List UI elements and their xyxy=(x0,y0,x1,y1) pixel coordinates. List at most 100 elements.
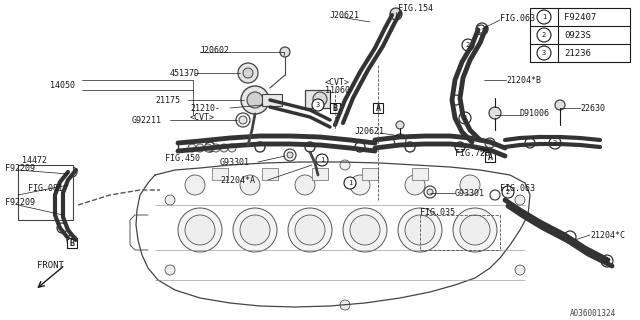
Bar xyxy=(330,103,340,113)
Text: <CVT>: <CVT> xyxy=(190,113,215,122)
Circle shape xyxy=(205,142,215,152)
Circle shape xyxy=(185,175,205,195)
Bar xyxy=(312,168,328,180)
Circle shape xyxy=(350,175,370,195)
Text: 1: 1 xyxy=(320,157,324,163)
Circle shape xyxy=(537,28,551,42)
Text: 11060: 11060 xyxy=(325,85,350,94)
Circle shape xyxy=(280,47,290,57)
Circle shape xyxy=(355,142,365,152)
Circle shape xyxy=(239,116,247,124)
Text: 2: 2 xyxy=(466,42,470,48)
Circle shape xyxy=(67,235,77,245)
Circle shape xyxy=(295,175,315,195)
Circle shape xyxy=(549,137,561,149)
Text: 1: 1 xyxy=(348,180,352,186)
Circle shape xyxy=(67,167,77,177)
Text: FIG.450: FIG.450 xyxy=(165,154,200,163)
Circle shape xyxy=(196,144,204,152)
Text: 2: 2 xyxy=(506,189,510,195)
Bar xyxy=(485,152,495,162)
Circle shape xyxy=(424,186,436,198)
Circle shape xyxy=(427,189,433,195)
Bar xyxy=(262,168,278,180)
Text: <CVT>: <CVT> xyxy=(325,77,350,86)
Text: FIG.035: FIG.035 xyxy=(420,207,455,217)
Bar xyxy=(373,103,383,113)
Circle shape xyxy=(343,208,387,252)
Text: A: A xyxy=(376,103,381,113)
Circle shape xyxy=(247,92,263,108)
Text: 3: 3 xyxy=(542,50,546,56)
Circle shape xyxy=(233,208,277,252)
Text: G93301: G93301 xyxy=(455,188,485,197)
Circle shape xyxy=(396,121,404,129)
Circle shape xyxy=(312,99,324,111)
Text: FIG.081: FIG.081 xyxy=(28,183,63,193)
Bar xyxy=(262,94,282,106)
Text: G92211: G92211 xyxy=(132,116,162,124)
Circle shape xyxy=(288,208,332,252)
Circle shape xyxy=(340,160,350,170)
Circle shape xyxy=(57,223,67,233)
Text: J20602: J20602 xyxy=(200,45,230,54)
Text: FRONT: FRONT xyxy=(36,261,63,270)
Text: F92407: F92407 xyxy=(564,12,596,21)
Text: 22630: 22630 xyxy=(580,103,605,113)
Circle shape xyxy=(489,107,501,119)
Text: 21204*C: 21204*C xyxy=(590,230,625,239)
Circle shape xyxy=(525,138,535,148)
Text: 0923S: 0923S xyxy=(564,30,591,39)
Text: 21204*B: 21204*B xyxy=(506,76,541,84)
Circle shape xyxy=(228,144,236,152)
Text: 2: 2 xyxy=(463,115,467,121)
Circle shape xyxy=(460,175,480,195)
Circle shape xyxy=(462,39,474,51)
Text: F92209: F92209 xyxy=(5,164,35,172)
Circle shape xyxy=(537,46,551,60)
Text: FIG.063: FIG.063 xyxy=(500,183,535,193)
Circle shape xyxy=(220,144,228,152)
Circle shape xyxy=(295,215,325,245)
Circle shape xyxy=(555,100,565,110)
Text: 2: 2 xyxy=(542,32,546,38)
Bar xyxy=(212,168,228,180)
Circle shape xyxy=(405,215,435,245)
Circle shape xyxy=(485,138,495,148)
Circle shape xyxy=(243,68,253,78)
Bar xyxy=(412,168,428,180)
Bar xyxy=(305,90,330,108)
Circle shape xyxy=(188,144,196,152)
Circle shape xyxy=(453,208,497,252)
Circle shape xyxy=(405,142,415,152)
Circle shape xyxy=(490,190,500,200)
Circle shape xyxy=(537,10,551,24)
Text: 21204*A: 21204*A xyxy=(220,175,255,185)
Bar xyxy=(18,165,73,220)
Circle shape xyxy=(165,195,175,205)
Text: 14472: 14472 xyxy=(22,156,47,164)
Text: 21236: 21236 xyxy=(564,49,591,58)
Circle shape xyxy=(564,231,576,243)
Text: FIG.154: FIG.154 xyxy=(398,4,433,12)
Text: FIG.063: FIG.063 xyxy=(500,13,535,22)
Circle shape xyxy=(398,208,442,252)
Circle shape xyxy=(165,265,175,275)
Circle shape xyxy=(601,255,613,267)
Circle shape xyxy=(57,177,67,187)
Circle shape xyxy=(204,144,212,152)
Circle shape xyxy=(455,142,465,152)
Circle shape xyxy=(185,215,215,245)
Text: B: B xyxy=(333,103,337,113)
Circle shape xyxy=(316,154,328,166)
Circle shape xyxy=(313,92,327,106)
Circle shape xyxy=(305,142,315,152)
Text: 2: 2 xyxy=(605,258,609,264)
Text: 14050: 14050 xyxy=(50,81,75,90)
Circle shape xyxy=(476,23,488,35)
Text: D91006: D91006 xyxy=(520,108,550,117)
Circle shape xyxy=(340,300,350,310)
Circle shape xyxy=(515,265,525,275)
Circle shape xyxy=(394,134,406,146)
Circle shape xyxy=(344,177,356,189)
